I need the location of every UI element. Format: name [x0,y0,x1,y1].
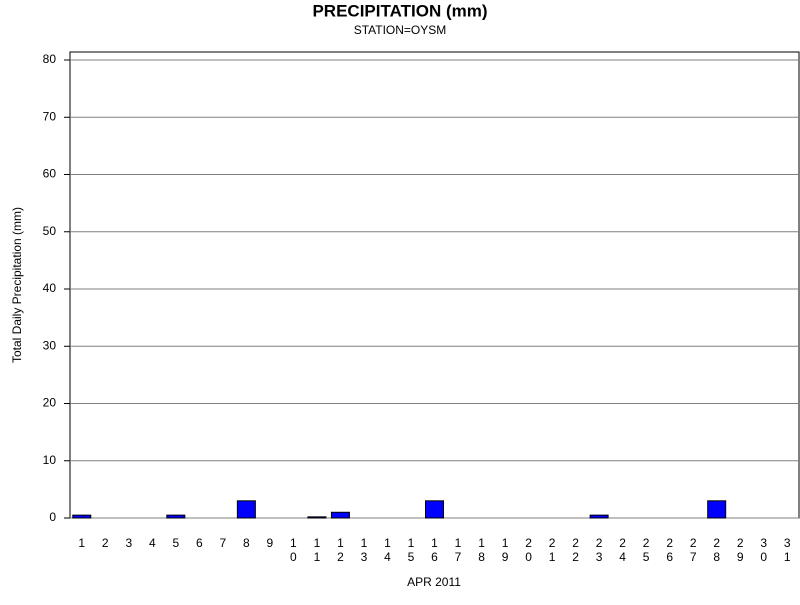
bar [236,500,256,519]
y-tick-label: 80 [43,52,57,66]
y-tick-label: 0 [49,510,56,524]
plot-frame [69,51,800,519]
x-tick-label: 13 [357,536,371,564]
x-tick-label: 11 [310,536,324,564]
y-tick-label: 30 [43,338,57,352]
chart-title: PRECIPITATION (mm) [312,1,487,20]
bar [707,500,727,519]
x-tick-label: 23 [592,536,606,564]
x-tick-label: 20 [522,536,536,564]
x-tick-label: 18 [475,536,489,564]
bar [166,514,186,519]
x-tick-label: 28 [710,536,724,564]
bar [589,514,609,519]
x-tick-label: 21 [545,536,559,564]
bar [425,500,444,519]
y-tick-label: 10 [43,453,57,467]
x-tick-label: 27 [686,536,700,564]
y-tick-label: 70 [43,109,57,123]
x-tick-label: 16 [428,536,442,564]
x-tick-label: 12 [333,536,347,564]
x-tick-label: 31 [780,536,794,564]
x-tick-label: 19 [498,536,512,564]
y-tick-label: 20 [43,396,57,410]
bar [330,511,350,519]
y-tick-label: 60 [43,167,57,181]
x-axis-label: APR 2011 [407,575,461,589]
y-tick-label: 40 [43,281,57,295]
x-tick-label: 26 [663,536,677,564]
x-tick-label: 8 [239,536,253,550]
x-tick-label: 6 [192,536,206,550]
x-tick-label: 29 [733,536,747,564]
bar [307,516,327,519]
x-tick-label: 2 [98,536,112,550]
x-tick-label: 25 [639,536,653,564]
x-tick-label: 4 [145,536,159,550]
x-tick-label: 24 [616,536,630,564]
x-tick-label: 10 [286,536,300,564]
x-tick-label: 22 [569,536,583,564]
x-tick-label: 7 [216,536,230,550]
x-tick-label: 5 [169,536,183,550]
x-tick-label: 1 [75,536,89,550]
y-axis-label: Total Daily Precipitation (mm) [10,207,24,363]
y-tick-label: 50 [43,224,57,238]
bar [72,514,92,519]
x-tick-label: 3 [122,536,136,550]
x-tick-label: 30 [757,536,771,564]
chart-subtitle: STATION=OYSM [354,23,447,37]
x-tick-label: 15 [404,536,418,564]
x-tick-label: 14 [380,536,394,564]
x-tick-label: 9 [263,536,277,550]
x-tick-label: 17 [451,536,465,564]
